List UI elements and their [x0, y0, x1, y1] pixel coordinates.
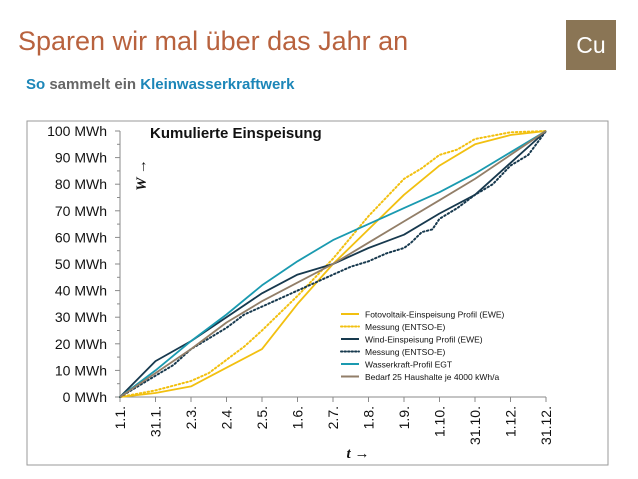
- chart-frame: [26, 120, 609, 466]
- x-axis: 1.1. 31.1. 2.3. 2.4. 2.5. 1.6. 2.7. 1.8. 1.9. 1.1…: [112, 396, 554, 445]
- series-group: [119, 130, 547, 398]
- y-tick-label: 90 MWh: [55, 150, 107, 166]
- legend-box: [330, 306, 541, 384]
- legend-label: Messung (ENTSO-E): [365, 322, 445, 332]
- y-axis-label: W →: [134, 159, 150, 191]
- x-tick-label: 1.8.: [361, 406, 377, 429]
- y-tick-label: 80 MWh: [55, 176, 107, 192]
- legend-label: Fotovoltaik-Einspeisung Profil (EWE): [365, 310, 505, 320]
- chart-title: Kumulierte Einspeisung: [150, 125, 322, 142]
- legend-label: Messung (ENTSO-E): [365, 347, 445, 357]
- subtitle-highlight: Kleinwasserkraftwerk: [140, 76, 295, 93]
- subtitle-rest: sammelt ein: [49, 76, 137, 93]
- slide-subtitle: So sammelt ein Kleinwasserkraftwerk: [26, 76, 294, 93]
- x-tick-label: 31.1.: [148, 406, 164, 437]
- y-tick-label: 70 MWh: [55, 203, 107, 219]
- x-tick-label: 1.6.: [290, 406, 306, 429]
- x-tick-label: 31.10.: [467, 406, 483, 445]
- y-tick-label: 10 MWh: [55, 362, 107, 378]
- x-tick-label: 31.12.: [538, 406, 554, 445]
- y-tick-label: 60 MWh: [55, 229, 107, 245]
- y-axis: 0 MWh 10 MWh 20 MWh 30 MWh 40 MWh 50 MWh 60 MW…: [47, 123, 121, 405]
- x-tick-label: 2.4.: [219, 406, 235, 429]
- y-tick-label: 100 MWh: [47, 123, 107, 139]
- x-tick-label: 2.3.: [183, 406, 199, 429]
- series-line-6: [119, 130, 547, 398]
- x-tick-label: 1.9.: [396, 406, 412, 429]
- y-tick-label: 20 MWh: [55, 336, 107, 352]
- y-tick-label: 30 MWh: [55, 309, 107, 325]
- x-tick-label: 2.7.: [325, 406, 341, 429]
- legend-label: Wasserkraft-Profil EGT: [365, 360, 452, 370]
- logo: Cu: [566, 20, 616, 70]
- x-axis-label: t →: [347, 446, 370, 462]
- series-line-5: [119, 130, 547, 398]
- x-tick-label: 2.5.: [254, 406, 270, 429]
- legend: Fotovoltaik-Einspeisung Profil (EWE) Mess…: [330, 306, 541, 384]
- logo-text: Cu: [576, 31, 606, 58]
- legend-label: Bedarf 25 Haushalte je 4000 kWh/a: [365, 372, 499, 382]
- x-tick-label: 1.12.: [503, 406, 519, 437]
- y-tick-label: 50 MWh: [55, 256, 107, 272]
- x-tick-label: 1.10.: [432, 406, 448, 437]
- x-tick-label: 1.1.: [112, 406, 128, 429]
- series-line-2: [119, 130, 547, 398]
- y-tick-label: 40 MWh: [55, 283, 107, 299]
- y-tick-label: 0 MWh: [63, 389, 107, 405]
- legend-label: Wind-Einspeisung Profil (EWE): [365, 335, 483, 345]
- slide-title: Sparen wir mal über das Jahr an: [18, 26, 409, 56]
- subtitle-prefix: So: [26, 76, 46, 93]
